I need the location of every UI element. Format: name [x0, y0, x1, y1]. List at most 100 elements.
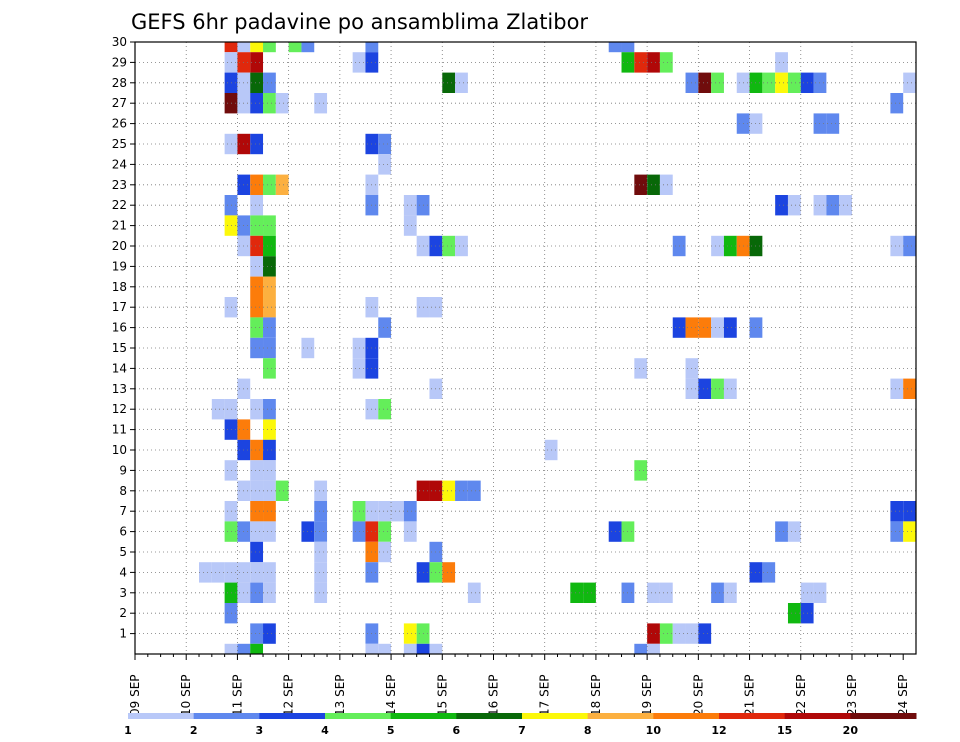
- colorbar-swatch: [325, 713, 392, 719]
- heatmap-cell: [263, 358, 276, 379]
- heatmap-cell: [250, 174, 264, 195]
- heatmap-cell: [250, 42, 264, 53]
- heatmap-cell: [263, 174, 276, 195]
- heatmap-cell: [775, 52, 788, 73]
- heatmap-cell: [762, 562, 776, 583]
- heatmap-cell: [250, 337, 264, 359]
- heatmap-cell: [378, 317, 392, 338]
- heatmap-cell: [378, 521, 392, 542]
- heatmap-cell: [403, 521, 417, 542]
- x-tick-label: 19 SEP: [640, 674, 654, 716]
- heatmap-cell: [250, 439, 264, 461]
- x-tick-label: 16 SEP: [486, 674, 500, 716]
- heatmap-cell: [250, 460, 264, 481]
- heatmap-cell: [314, 480, 328, 501]
- heatmap-cell: [275, 174, 289, 195]
- y-tick-label: 20: [112, 239, 127, 253]
- heatmap-cell: [787, 72, 801, 93]
- heatmap-cell: [250, 297, 264, 318]
- heatmap-cell: [711, 378, 724, 399]
- y-axis-ticks: 1234567891011121314151617181920212223242…: [112, 35, 135, 641]
- heatmap-cell: [250, 215, 264, 236]
- heatmap-cell: [698, 72, 712, 93]
- heatmap-cell: [903, 72, 916, 93]
- heatmap-cell: [787, 195, 801, 216]
- heatmap-cell: [314, 541, 328, 563]
- heatmap-cell: [403, 215, 417, 236]
- y-tick-label: 6: [119, 525, 127, 539]
- heatmap-cell: [275, 480, 289, 501]
- colorbar-label: 12: [711, 724, 726, 737]
- heatmap-cell: [263, 317, 276, 338]
- y-tick-label: 18: [112, 280, 127, 294]
- colorbar-swatch: [719, 713, 786, 719]
- heatmap-cell: [429, 643, 443, 654]
- y-tick-label: 3: [119, 586, 127, 600]
- colorbar-swatch: [128, 713, 195, 719]
- heatmap-cell: [263, 562, 276, 583]
- x-tick-label: 14 SEP: [384, 674, 398, 716]
- heatmap-cell: [403, 623, 417, 644]
- heatmap-cell: [211, 399, 225, 420]
- colorbar: 1 2 3 4 5 6 7 8 10 12 15 20: [124, 713, 917, 737]
- y-tick-label: 26: [112, 117, 127, 131]
- heatmap-cell: [634, 460, 648, 481]
- heatmap-cell: [263, 419, 276, 440]
- heatmap-cell: [787, 521, 801, 542]
- heatmap-cell: [903, 235, 916, 257]
- heatmap-cell: [250, 501, 264, 522]
- colorbar-label: 3: [256, 724, 264, 737]
- y-tick-label: 25: [112, 137, 127, 151]
- heatmap-cell: [263, 439, 276, 461]
- heatmap-cell: [263, 42, 276, 53]
- colorbar-swatch: [193, 713, 260, 719]
- colorbar-label: 1: [124, 724, 132, 737]
- heatmap-cell: [263, 93, 276, 114]
- colorbar-swatch: [390, 713, 457, 719]
- heatmap-cell: [723, 317, 737, 338]
- heatmap-cell: [250, 256, 264, 277]
- heatmap-cell: [659, 52, 673, 73]
- heatmap-cell: [416, 643, 430, 654]
- y-tick-label: 22: [112, 198, 127, 212]
- heatmap-cell: [263, 297, 276, 318]
- heatmap-cell: [275, 93, 289, 114]
- colorbar-swatch: [456, 713, 523, 719]
- heatmap-cell: [455, 480, 468, 501]
- heatmap-cell: [621, 42, 635, 53]
- heatmap-cell: [775, 72, 788, 93]
- heatmap-cell: [659, 582, 673, 603]
- heatmap-cell: [250, 52, 264, 73]
- heatmap-cell: [250, 235, 264, 257]
- heatmap-cell: [237, 643, 251, 654]
- heatmap-cell: [250, 480, 264, 501]
- heatmap-cell: [403, 195, 417, 216]
- y-tick-label: 27: [112, 96, 127, 110]
- heatmap-cell: [659, 623, 673, 644]
- heatmap-cell: [263, 72, 276, 93]
- heatmap-cell: [647, 174, 660, 195]
- y-tick-label: 30: [112, 35, 127, 49]
- heatmap-cell: [890, 521, 904, 542]
- heatmap-cell: [378, 541, 392, 563]
- y-tick-label: 10: [112, 443, 127, 457]
- heatmap-cell: [365, 42, 379, 53]
- colorbar-label: 15: [777, 724, 792, 737]
- heatmap-cell: [224, 42, 238, 53]
- y-tick-label: 19: [112, 259, 127, 273]
- heatmap-cell: [250, 643, 264, 654]
- colorbar-label: 6: [453, 724, 461, 737]
- heatmap-cell: [723, 235, 737, 257]
- heatmap-cell: [250, 521, 264, 542]
- x-tick-label: 21 SEP: [743, 674, 757, 716]
- heatmap-cell: [263, 235, 276, 257]
- y-tick-label: 24: [112, 157, 127, 171]
- heatmap-cell: [403, 643, 417, 654]
- heatmap-cell: [378, 501, 392, 522]
- chart-title: GEFS 6hr padavine po ansamblima Zlatibor: [131, 10, 588, 34]
- heatmap-cell: [659, 174, 673, 195]
- x-tick-label: 11 SEP: [230, 674, 244, 716]
- y-tick-label: 29: [112, 55, 127, 69]
- heatmap-cell: [455, 72, 468, 93]
- heatmap-cell: [250, 562, 264, 583]
